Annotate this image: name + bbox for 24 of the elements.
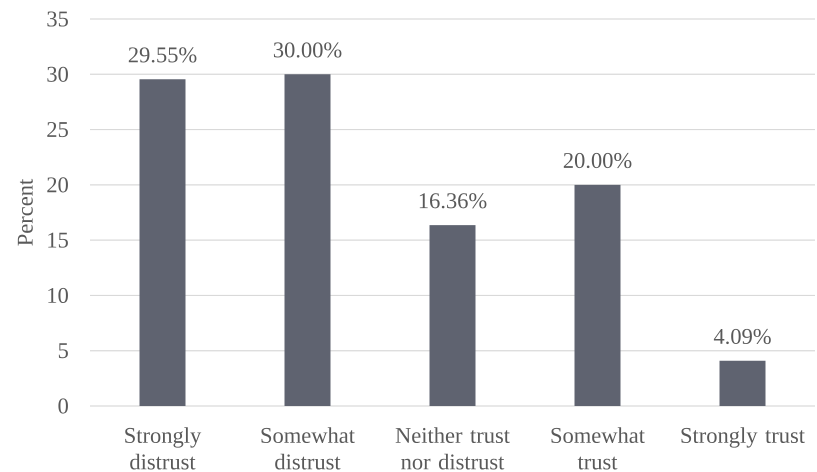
bar bbox=[720, 360, 766, 406]
y-tick-label: 10 bbox=[48, 288, 68, 304]
y-tick-label: 0 bbox=[58, 398, 68, 414]
y-axis-title: Percent bbox=[18, 178, 33, 246]
x-tick-label: Strongly distrust bbox=[125, 427, 202, 470]
x-tick-label: Somewhat trust bbox=[552, 427, 645, 470]
bar bbox=[284, 74, 331, 406]
x-tick-label: Strongly trust bbox=[682, 427, 805, 448]
x-tick-label: Neither trust nor distrust bbox=[396, 427, 510, 470]
data-label: 4.09% bbox=[714, 328, 771, 344]
y-tick-label: 35 bbox=[47, 11, 68, 27]
data-label: 30.00% bbox=[274, 42, 342, 58]
x-tick-label: Somewhat distrust bbox=[262, 427, 355, 470]
y-tick-label: 30 bbox=[47, 66, 68, 82]
bar bbox=[430, 225, 476, 406]
y-tick-label: 20 bbox=[47, 177, 68, 192]
data-label: 29.55% bbox=[128, 47, 196, 63]
y-tick-label: 25 bbox=[47, 122, 68, 138]
bar bbox=[574, 184, 621, 406]
data-label: 16.36% bbox=[420, 193, 486, 208]
y-tick-label: 5 bbox=[58, 343, 68, 358]
bar bbox=[140, 79, 186, 406]
y-tick-label: 15 bbox=[48, 232, 68, 248]
data-label: 20.00% bbox=[564, 152, 632, 168]
